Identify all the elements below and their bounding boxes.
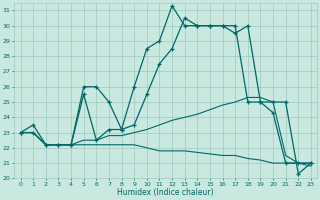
X-axis label: Humidex (Indice chaleur): Humidex (Indice chaleur) xyxy=(117,188,214,197)
